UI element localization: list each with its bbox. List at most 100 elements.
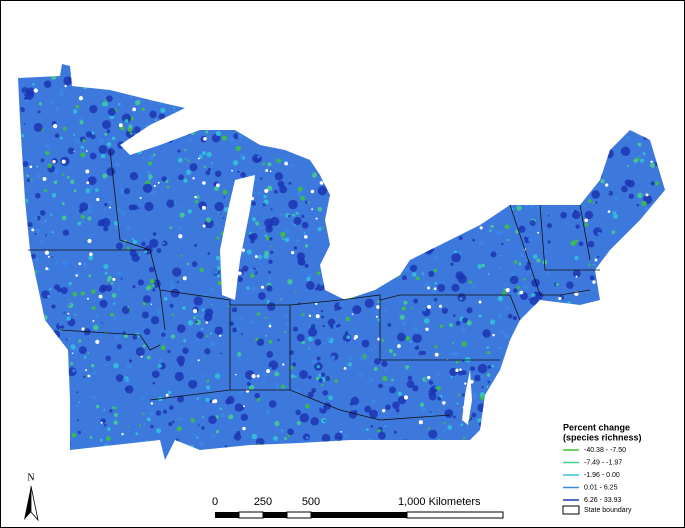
texture-dot bbox=[516, 205, 522, 211]
texture-dot bbox=[612, 211, 617, 215]
texture-dot bbox=[256, 397, 261, 402]
texture-dot bbox=[299, 413, 310, 423]
texture-dot bbox=[274, 420, 280, 427]
texture-dot bbox=[511, 271, 516, 277]
texture-dot bbox=[182, 305, 186, 310]
texture-dot bbox=[490, 251, 497, 258]
texture-dot bbox=[89, 104, 98, 114]
texture-dot bbox=[449, 350, 454, 356]
texture-dot bbox=[269, 366, 272, 370]
texture-gap bbox=[140, 355, 143, 358]
texture-dot bbox=[215, 430, 220, 434]
texture-dot bbox=[287, 179, 291, 182]
texture-dot bbox=[428, 270, 435, 278]
north-arrow-left bbox=[24, 486, 31, 520]
texture-dot bbox=[321, 384, 324, 387]
texture-dot bbox=[306, 277, 311, 281]
texture-dot bbox=[184, 231, 187, 234]
texture-dot bbox=[138, 254, 141, 257]
texture-dot bbox=[307, 336, 313, 342]
texture-gap bbox=[87, 238, 92, 244]
texture-dot bbox=[587, 263, 591, 266]
state-line bbox=[579, 204, 591, 261]
texture-dot bbox=[479, 240, 484, 245]
texture-dot bbox=[574, 255, 579, 261]
texture-dot bbox=[159, 380, 162, 383]
texture-dot bbox=[311, 359, 317, 365]
texture-dot bbox=[262, 162, 266, 166]
texture-gap bbox=[308, 314, 312, 318]
texture-dot bbox=[523, 278, 526, 281]
texture-dot bbox=[207, 167, 211, 171]
texture-dot bbox=[69, 165, 74, 170]
texture-dot bbox=[296, 333, 305, 342]
texture-dot bbox=[212, 315, 215, 318]
texture-dot bbox=[436, 372, 440, 376]
texture-gap bbox=[319, 181, 324, 185]
texture-dot bbox=[320, 405, 324, 409]
texture-dot bbox=[384, 383, 388, 387]
texture-dot bbox=[219, 407, 222, 411]
texture-dot bbox=[452, 342, 454, 344]
texture-gap bbox=[607, 210, 611, 213]
texture-dot bbox=[316, 271, 321, 275]
texture-dot bbox=[113, 406, 117, 410]
texture-dot bbox=[25, 87, 35, 97]
north-arrow: N bbox=[24, 472, 39, 522]
texture-dot bbox=[439, 324, 444, 328]
texture-dot bbox=[190, 376, 194, 381]
texture-dot bbox=[322, 389, 328, 396]
texture-dot bbox=[337, 437, 342, 442]
texture-dot bbox=[114, 161, 121, 168]
texture-dot bbox=[250, 273, 255, 278]
texture-dot bbox=[317, 206, 323, 212]
texture-dot bbox=[642, 152, 646, 156]
texture-gap bbox=[592, 280, 596, 284]
texture-dot bbox=[462, 317, 468, 324]
texture-dot bbox=[216, 236, 220, 240]
texture-dot bbox=[472, 238, 476, 242]
texture-dot bbox=[530, 205, 534, 209]
texture-dot bbox=[47, 163, 53, 169]
texture-dot bbox=[322, 226, 324, 229]
texture-dot bbox=[101, 102, 106, 106]
texture-dot bbox=[77, 221, 82, 226]
texture-dot bbox=[203, 165, 206, 169]
texture-dot bbox=[87, 352, 90, 355]
texture-gap bbox=[304, 235, 308, 239]
texture-dot bbox=[26, 178, 31, 182]
texture-dot bbox=[428, 387, 436, 396]
texture-dot bbox=[169, 303, 174, 308]
texture-dot bbox=[54, 284, 60, 290]
north-arrow-right bbox=[30, 485, 39, 522]
texture-dot bbox=[155, 410, 162, 416]
texture-dot bbox=[88, 185, 94, 191]
texture-dot bbox=[131, 253, 140, 262]
texture-dot bbox=[524, 236, 527, 240]
texture-gap bbox=[89, 252, 93, 257]
texture-dot bbox=[141, 241, 146, 247]
texture-gap bbox=[95, 339, 100, 344]
texture-dot bbox=[134, 99, 141, 106]
texture-gap bbox=[351, 313, 354, 315]
texture-gap bbox=[92, 319, 95, 322]
texture-dot bbox=[213, 186, 219, 191]
texture-gap bbox=[376, 305, 380, 309]
texture-dot bbox=[292, 213, 296, 217]
texture-dot bbox=[373, 367, 378, 372]
texture-dot bbox=[98, 138, 105, 144]
texture-dot bbox=[65, 338, 68, 341]
texture-dot bbox=[248, 384, 255, 391]
texture-dot bbox=[62, 260, 68, 266]
texture-dot bbox=[163, 296, 168, 301]
texture-dot bbox=[280, 231, 286, 238]
texture-dot bbox=[507, 238, 510, 242]
texture-dot bbox=[36, 173, 41, 179]
texture-dot bbox=[207, 252, 211, 255]
texture-dot bbox=[77, 272, 81, 276]
texture-gap bbox=[85, 150, 88, 152]
texture-dot bbox=[127, 425, 130, 428]
texture-dot bbox=[198, 154, 203, 159]
texture-dot bbox=[209, 400, 213, 403]
texture-dot bbox=[316, 365, 320, 369]
